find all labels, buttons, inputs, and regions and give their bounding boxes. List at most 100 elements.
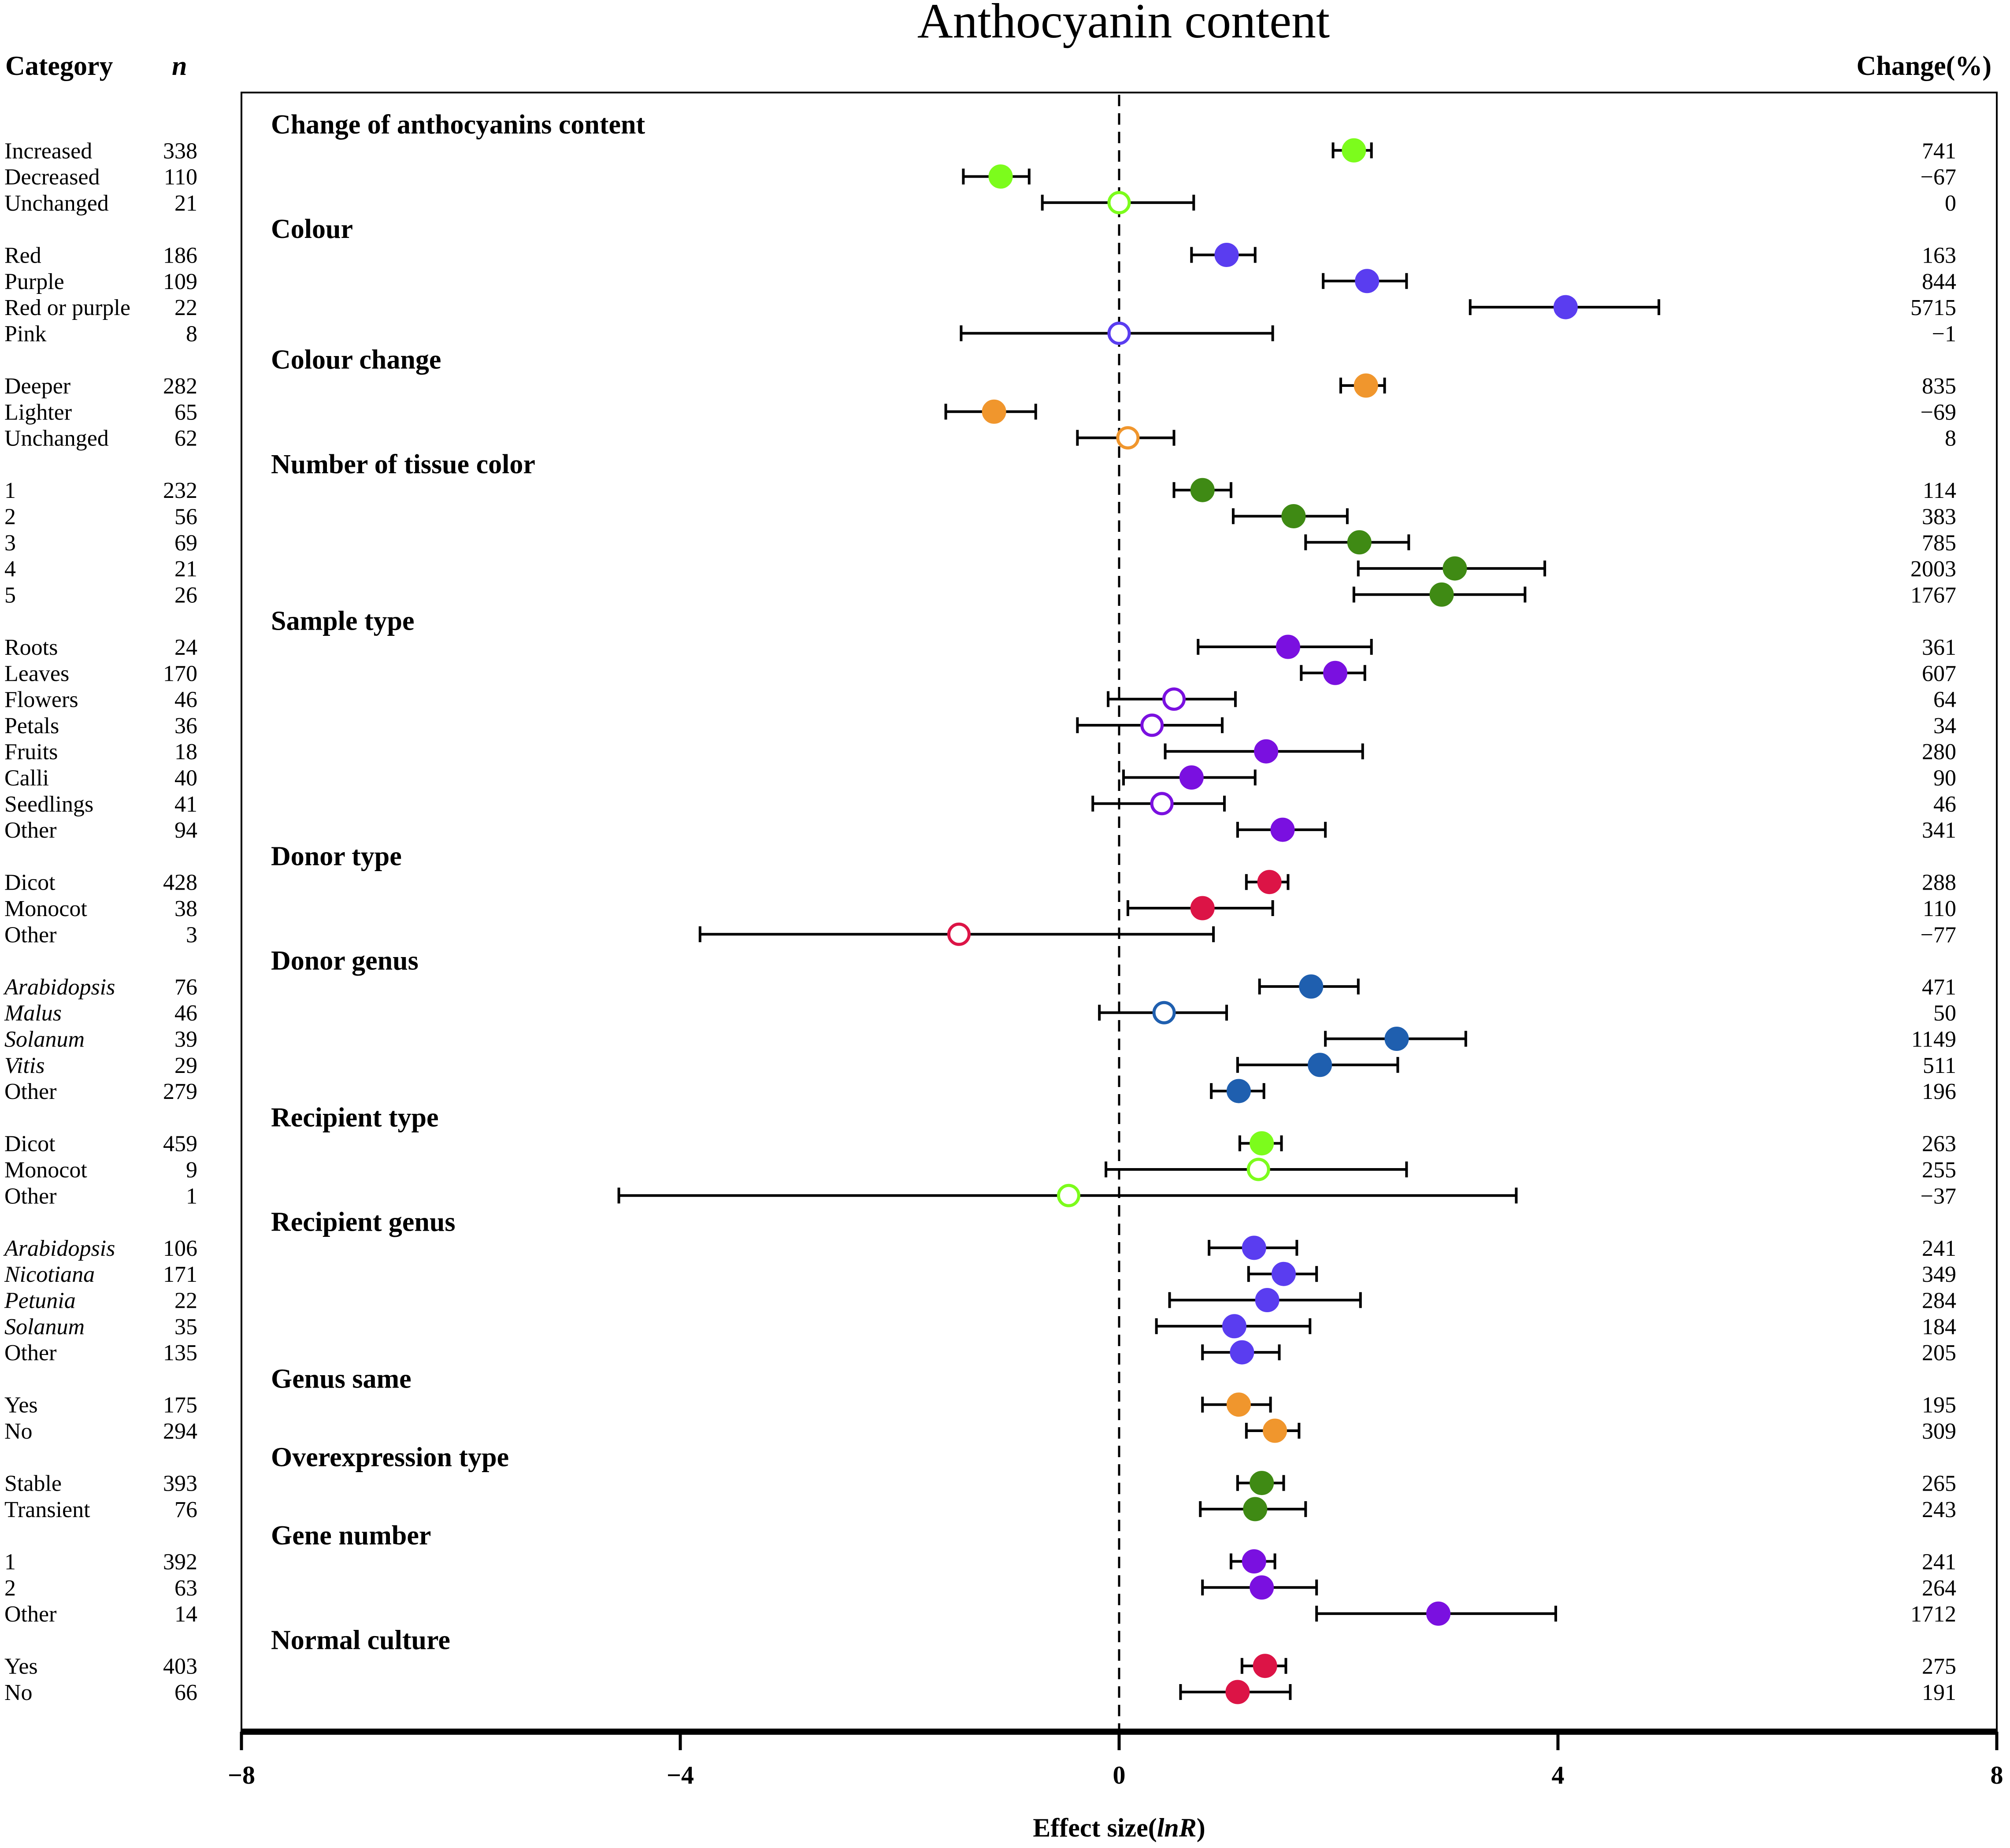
row-category-label: Arabidopsis [3, 1236, 115, 1261]
group-heading: Colour change [271, 345, 441, 375]
effect-point [1243, 1497, 1268, 1521]
effect-point [1281, 504, 1306, 528]
effect-point-open [1116, 426, 1140, 450]
x-axis-label-italic: lnR [1157, 1813, 1197, 1842]
row-change-percent: −77 [1921, 922, 1956, 947]
effect-point [1250, 1131, 1274, 1156]
x-tick-label: −4 [667, 1761, 694, 1789]
row-n-value: 171 [163, 1262, 197, 1287]
row-n-value: 69 [174, 531, 197, 556]
row-n-value: 22 [174, 295, 197, 320]
row-change-percent: 741 [1922, 138, 1956, 163]
effect-point [1226, 1392, 1251, 1417]
row-n-value: 76 [174, 975, 197, 1000]
row-change-percent: 349 [1922, 1262, 1956, 1287]
row-change-percent: 264 [1922, 1576, 1956, 1601]
row-category-label: Arabidopsis [3, 975, 115, 1000]
row-n-value: 46 [174, 687, 197, 712]
effect-point [1384, 1027, 1409, 1051]
effect-point [982, 399, 1006, 424]
group-heading: Donor genus [271, 946, 419, 976]
row-category-label: 2 [4, 505, 16, 530]
row-change-percent: 5715 [1910, 295, 1956, 320]
row-category-label: Calli [4, 766, 49, 791]
row-category-label: Other [4, 818, 56, 843]
effect-point [1250, 1575, 1274, 1600]
row-n-value: 109 [163, 269, 197, 294]
row-category-label: Other [4, 1184, 56, 1209]
effect-point-open [1150, 792, 1174, 816]
row-category-label: Petunia [4, 1288, 76, 1314]
effect-point [1299, 974, 1324, 999]
effect-point [1190, 478, 1215, 502]
row-n-value: 66 [174, 1680, 197, 1705]
x-axis-label-suffix: ) [1197, 1813, 1205, 1842]
row-category-label: Seedlings [4, 792, 93, 817]
row-category-label: No [4, 1419, 33, 1444]
row-category-label: Monocot [4, 1158, 87, 1183]
effect-point [1242, 1549, 1266, 1573]
row-n-value: 36 [174, 713, 197, 738]
row-n-value: 8 [186, 321, 197, 346]
row-n-value: 135 [163, 1340, 197, 1366]
row-category-label: Malus [4, 1001, 62, 1026]
group-heading: Number of tissue color [271, 449, 535, 479]
group-heading: Gene number [271, 1521, 431, 1551]
row-change-percent: 785 [1922, 531, 1956, 556]
row-category-label: Red or purple [4, 295, 130, 320]
row-change-percent: 511 [1923, 1053, 1956, 1078]
row-change-percent: 205 [1922, 1340, 1956, 1366]
row-n-value: 18 [174, 739, 197, 764]
effect-point [1222, 1314, 1246, 1339]
row-n-value: 22 [174, 1288, 197, 1314]
row-n-value: 294 [163, 1419, 197, 1444]
row-category-label: Red [4, 243, 41, 268]
row-category-label: Nicotiana [4, 1262, 95, 1287]
row-n-value: 39 [174, 1027, 197, 1052]
row-n-value: 106 [163, 1236, 197, 1261]
row-change-percent: 64 [1933, 687, 1956, 712]
row-category-label: Other [4, 922, 56, 947]
row-change-percent: 288 [1922, 870, 1956, 895]
effect-point [1254, 739, 1279, 764]
row-category-label: Purple [4, 269, 64, 294]
row-category-label: Unchanged [4, 426, 109, 451]
row-change-percent: 114 [1923, 478, 1956, 503]
row-category-label: Dicot [4, 870, 56, 895]
row-category-label: Roots [4, 635, 58, 660]
row-change-percent: −37 [1921, 1184, 1956, 1209]
row-n-value: 3 [186, 922, 197, 947]
row-n-value: 65 [174, 400, 197, 425]
row-n-value: 29 [174, 1053, 197, 1078]
row-change-percent: 8 [1945, 426, 1956, 451]
row-n-value: 232 [163, 478, 197, 503]
row-n-value: 26 [174, 583, 197, 608]
row-category-label: 3 [4, 531, 16, 556]
row-change-percent: 90 [1933, 766, 1956, 791]
row-n-value: 38 [174, 896, 197, 921]
row-category-label: Unchanged [4, 191, 109, 216]
row-change-percent: 341 [1922, 818, 1956, 843]
row-category-label: Increased [4, 138, 92, 163]
group-heading: Recipient type [271, 1102, 439, 1132]
effect-point-open [1057, 1184, 1080, 1207]
effect-point [1230, 1340, 1254, 1365]
n-header: n [172, 51, 187, 81]
effect-point [1179, 765, 1204, 790]
effect-point [1257, 870, 1282, 894]
row-n-value: 56 [174, 505, 197, 530]
row-change-percent: 1767 [1910, 583, 1956, 608]
effect-point [1443, 556, 1467, 581]
row-category-label: Monocot [4, 896, 87, 921]
effect-point [1308, 1053, 1332, 1077]
row-change-percent: 835 [1922, 374, 1956, 399]
effect-point [1242, 1236, 1266, 1260]
row-n-value: 428 [163, 870, 197, 895]
effect-point-open [1140, 713, 1164, 737]
row-category-label: Flowers [4, 687, 78, 712]
x-tick-label: 4 [1552, 1761, 1565, 1789]
row-n-value: 110 [164, 165, 197, 190]
row-n-value: 62 [174, 426, 197, 451]
row-change-percent: 263 [1922, 1132, 1956, 1157]
